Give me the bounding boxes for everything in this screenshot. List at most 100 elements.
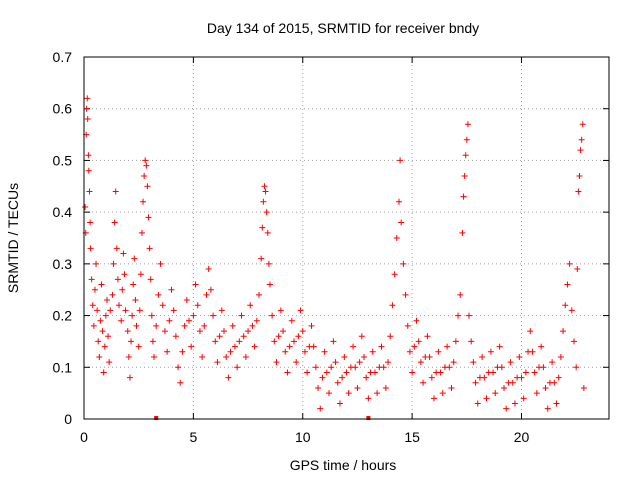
data-point [466,312,472,319]
data-point [141,172,148,179]
data-point [319,374,326,381]
data-point [540,364,547,371]
data-point [308,322,315,329]
data-point [95,338,102,345]
data-point [107,307,114,314]
data-point [444,343,451,350]
data-point [468,338,475,345]
data-point [343,369,350,376]
data-point [406,348,413,355]
data-point [317,405,324,412]
data-point [455,312,462,319]
data-point [409,369,416,376]
data-point [262,188,269,195]
data-point [90,322,97,329]
data-point [175,364,182,371]
data-point [99,328,106,335]
data-point [396,198,402,205]
data-point [356,359,363,366]
data-point [144,183,151,190]
data-point [88,276,95,283]
data-point [205,266,212,273]
x-tick-label: 0 [80,429,88,445]
data-point [459,229,466,236]
data-point [87,245,94,252]
data-point [164,348,171,355]
data-point [125,353,132,360]
data-point [179,348,186,355]
data-point [240,333,247,340]
data-point [371,369,378,376]
data-point [580,384,587,391]
data-point [86,188,93,195]
data-point [149,338,156,345]
data-point [137,271,144,278]
data-point [533,390,540,397]
data-point [481,374,488,381]
y-tick-label: 0.4 [53,204,73,220]
data-point [253,317,260,324]
data-point [148,312,155,319]
data-point [98,281,105,288]
data-point [464,121,471,128]
data-point [87,219,94,226]
data-point [424,333,431,340]
data-point [94,307,101,314]
data-point [256,291,262,298]
data-point [100,369,107,376]
data-point [269,312,276,319]
data-point [138,229,145,236]
data-point [450,359,457,366]
data-point [404,322,411,329]
data-point [119,286,126,293]
data-point [462,152,469,159]
data-point [330,338,337,345]
data-point [352,364,359,371]
data-point [259,224,266,231]
data-point [145,214,152,221]
data-point [457,291,464,298]
data-point [234,364,241,371]
data-point [109,291,116,298]
data-point [492,390,499,397]
data-point [310,343,317,350]
data-point [118,317,125,324]
chart-title: Day 134 of 2015, SRMTID for receiver bnd… [207,20,479,36]
data-point [382,384,389,391]
data-point [196,328,203,335]
data-point [293,359,300,366]
data-point [507,359,514,366]
data-point [238,312,245,319]
data-point [538,343,545,350]
data-point [417,359,424,366]
data-point [566,260,573,267]
data-point [516,353,523,360]
data-point [282,348,289,355]
data-point [387,333,394,340]
y-tick-label: 0.3 [53,256,73,272]
x-tick-label: 15 [404,429,420,445]
data-point [135,343,142,350]
data-point [321,348,328,355]
data-point [299,328,306,335]
data-point [192,281,199,288]
x-tick-label: 5 [189,429,197,445]
data-point [551,379,558,386]
data-point [501,384,507,391]
data-point [168,286,175,293]
data-point [207,286,214,293]
axis-ticks: 0 0.1 0.2 0.3 0.4 0.5 0.6 0.7 0 5 10 15 20 [53,49,609,445]
data-point [214,359,221,366]
data-point [439,390,446,397]
data-point [136,307,143,314]
data-point [350,343,357,350]
data-point [461,172,468,179]
data-point [170,307,177,314]
data-point [128,338,135,345]
data-point [194,302,201,309]
data-point [312,364,319,371]
data-point [431,395,437,402]
data-point [288,317,295,324]
y-tick-label: 0 [64,411,72,427]
data-point [483,395,490,402]
